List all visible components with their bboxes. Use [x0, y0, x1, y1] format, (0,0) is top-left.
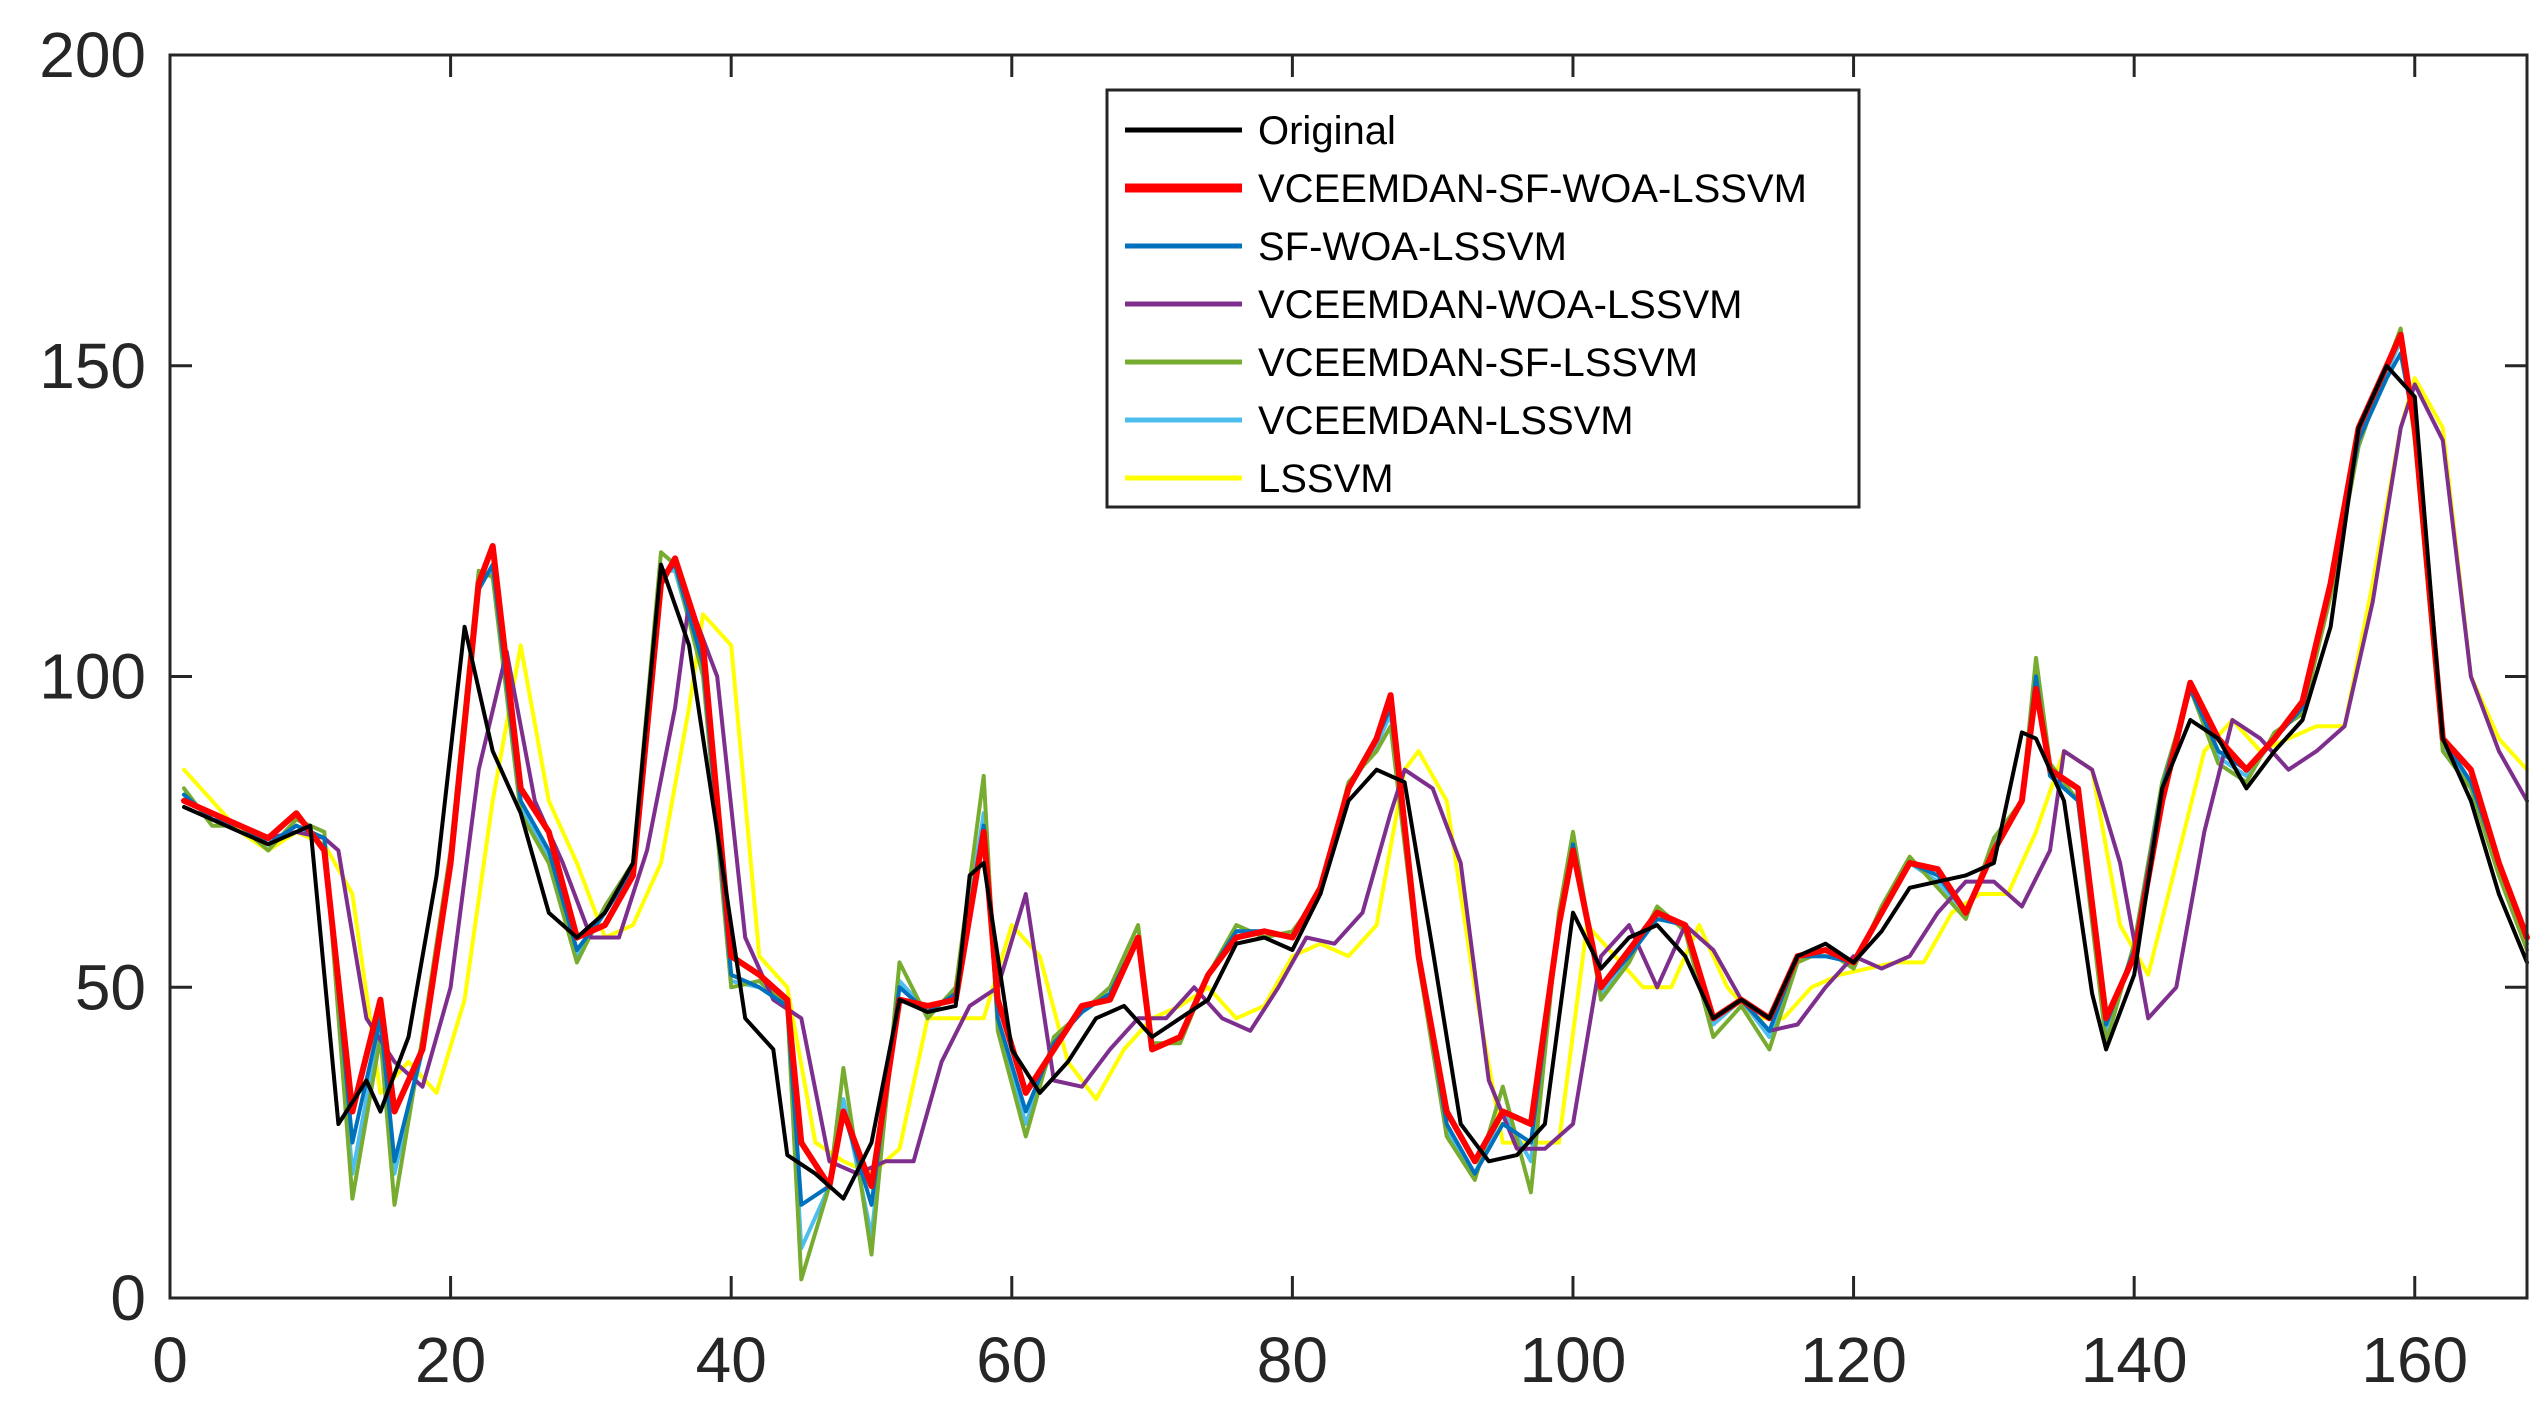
x-tick-label: 160	[2361, 1324, 2468, 1396]
x-tick-label: 140	[2081, 1324, 2188, 1396]
series-line-4	[182, 382, 2529, 1176]
legend-label: VCEEMDAN-SF-LSSVM	[1258, 341, 1698, 385]
x-tick-label: 120	[1800, 1324, 1907, 1396]
axis-group: 0 20 40 60 80 100 120 140 160 0 50 100 150 200	[39, 19, 2527, 1396]
x-tick-label: 40	[696, 1324, 767, 1396]
x-tick-label: 100	[1520, 1324, 1627, 1396]
y-tick-label: 0	[110, 1262, 146, 1334]
series-line-7	[182, 376, 2529, 1176]
legend: Original VCEEMDAN-SF-WOA-LSSVM SF-WOA-LSSV…	[1105, 88, 1861, 509]
series-line-1	[182, 363, 2529, 1201]
x-tick-label: 60	[976, 1324, 1047, 1396]
y-tick-label: 100	[39, 641, 146, 713]
legend-label: SF-WOA-LSSVM	[1258, 225, 1567, 269]
x-tick-label: 20	[415, 1324, 486, 1396]
y-tick-label: 200	[39, 19, 146, 91]
x-tick-label: 80	[1257, 1324, 1328, 1396]
series-group	[181, 326, 2530, 1282]
legend-label: VCEEMDAN-SF-WOA-LSSVM	[1258, 167, 1807, 211]
legend-label: LSSVM	[1258, 457, 1394, 501]
legend-label: VCEEMDAN-WOA-LSSVM	[1258, 283, 1743, 327]
y-tick-label: 150	[39, 330, 146, 402]
y-tick-label: 50	[75, 951, 146, 1023]
legend-label: Original	[1258, 109, 1396, 153]
legend-box	[1105, 88, 1861, 509]
x-tick-label: 0	[152, 1324, 188, 1396]
legend-label: VCEEMDAN-LSSVM	[1258, 399, 1634, 443]
